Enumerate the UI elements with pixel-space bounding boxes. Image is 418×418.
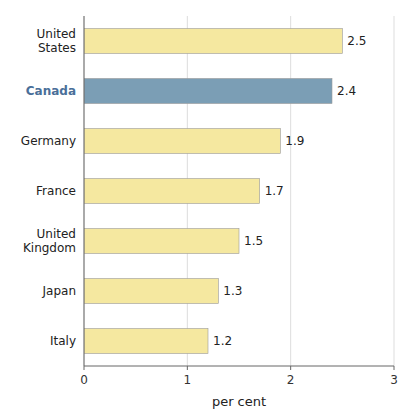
grid <box>84 16 394 366</box>
label-line: Kingdom <box>23 241 76 255</box>
bar <box>84 329 208 354</box>
bar <box>84 79 332 104</box>
y-axis: UnitedStatesCanadaGermanyFranceUnitedKin… <box>21 16 84 366</box>
data-label: 1.5 <box>244 234 263 248</box>
label-line: Japan <box>42 284 76 298</box>
bar <box>84 29 342 54</box>
grid-line <box>290 16 291 366</box>
category-label: France <box>36 184 76 198</box>
label-line: France <box>36 184 76 198</box>
tick <box>84 366 85 370</box>
category-label: Germany <box>21 134 76 148</box>
data-label: 2.4 <box>337 84 356 98</box>
label-line: Canada <box>26 84 76 98</box>
category-label: UnitedStates <box>37 27 76 55</box>
tick <box>187 366 188 370</box>
grid-line <box>84 16 85 366</box>
label-line: States <box>38 41 76 55</box>
label-line: Italy <box>50 334 76 348</box>
chart-container: 01232.52.41.91.71.51.31.2UnitedStatesCan… <box>0 0 418 418</box>
category-label: Italy <box>50 334 76 348</box>
x-axis: 0 1 2 3 <box>80 366 398 387</box>
tick-label: 0 <box>80 373 88 387</box>
label-line: United <box>37 227 76 241</box>
data-label: 1.3 <box>223 284 242 298</box>
category-label: Japan <box>42 284 76 298</box>
y-axis-line <box>84 16 85 366</box>
category-label: Canada <box>26 84 76 98</box>
data-labels: 2.5 2.4 1.9 1.7 1.5 1.3 1.2 <box>213 34 366 348</box>
data-label: 1.2 <box>213 334 232 348</box>
category-label: UnitedKingdom <box>23 227 76 255</box>
bar <box>84 179 260 204</box>
bar <box>84 129 280 154</box>
tick-label: 3 <box>390 373 398 387</box>
bars <box>84 29 342 354</box>
data-label: 2.5 <box>347 34 366 48</box>
data-label: 1.9 <box>285 134 304 148</box>
tick <box>290 366 291 370</box>
data-label: 1.7 <box>265 184 284 198</box>
grid-line <box>394 16 395 366</box>
bar <box>84 229 239 254</box>
x-axis-line <box>84 366 394 367</box>
label-line: Germany <box>21 134 76 148</box>
tick-label: 2 <box>287 373 295 387</box>
bar <box>84 279 218 304</box>
chart: 01232.52.41.91.71.51.31.2UnitedStatesCan… <box>0 0 418 418</box>
x-axis-label: per cent <box>212 394 266 409</box>
tick <box>394 366 395 370</box>
label-line: United <box>37 27 76 41</box>
tick-label: 1 <box>184 373 192 387</box>
